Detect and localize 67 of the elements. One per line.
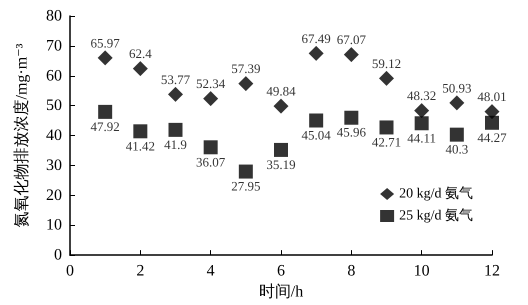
data-label: 40.3: [445, 142, 468, 157]
x-tick-label: 8: [347, 262, 356, 280]
y-tick-label: 50: [46, 97, 62, 114]
data-label: 45.04: [302, 127, 332, 142]
data-label: 59.12: [372, 56, 402, 71]
data-label: 48.32: [407, 88, 436, 104]
data-label: 62.4: [128, 46, 152, 62]
point: [309, 113, 324, 128]
y-tick-label: 40: [46, 127, 62, 144]
y-tick-label: 0: [54, 246, 62, 264]
data-label: 44.27: [477, 130, 508, 145]
point: [414, 103, 430, 118]
point: [168, 86, 183, 102]
data-label: 65.97: [90, 35, 120, 50]
point: [203, 91, 218, 106]
point: [414, 116, 429, 130]
point: [485, 116, 499, 130]
data-label: 52.34: [196, 76, 226, 92]
data-label: 53.77: [160, 72, 191, 87]
data-label: 27.95: [231, 178, 260, 194]
point: [450, 128, 464, 142]
y-tick-label: 20: [46, 186, 62, 204]
data-label: 57.39: [231, 61, 260, 76]
point: [344, 110, 358, 125]
data-label: 41.9: [164, 136, 187, 152]
point: [98, 50, 113, 66]
data-label: 36.07: [196, 154, 226, 170]
data-label: 50.93: [442, 80, 472, 96]
data-label: 42.71: [372, 134, 402, 150]
point: [308, 46, 324, 61]
y-axis-title: 氮氧化物排放浓度/mg·m⁻³: [12, 43, 30, 228]
point: [238, 76, 254, 92]
legend-label: 20 kg/d 氨气: [399, 186, 473, 202]
point: [274, 98, 288, 114]
data-label: 67.49: [302, 30, 331, 46]
x-tick-label: 12: [484, 262, 500, 280]
point: [380, 120, 394, 134]
x-axis-title: 时间/h: [258, 282, 304, 300]
y-tick-label: 10: [46, 216, 62, 234]
data-label: 44.11: [407, 130, 436, 146]
point: [344, 47, 359, 62]
data-label: 45.96: [336, 124, 366, 140]
data-label: 49.84: [266, 84, 296, 99]
point: [133, 124, 148, 138]
y-tick-label: 30: [46, 156, 62, 174]
legend-label: 25 kg/d 氨气: [399, 208, 473, 224]
x-tick-label: 4: [206, 262, 215, 280]
point: [449, 95, 464, 110]
point: [204, 140, 218, 154]
data-label: 67.07: [336, 32, 366, 48]
point: [379, 70, 394, 86]
data-label: 35.19: [266, 156, 296, 172]
point: [98, 104, 112, 119]
data-label: 41.42: [126, 138, 155, 154]
point: [168, 122, 182, 137]
x-tick-label: 0: [66, 262, 74, 280]
point: [274, 142, 288, 157]
point: [238, 164, 253, 179]
x-tick-label: 10: [414, 262, 430, 280]
y-tick-label: 60: [46, 67, 62, 84]
x-tick-label: 2: [136, 262, 144, 280]
data-label: 48.01: [477, 89, 507, 104]
y-tick-label: 70: [46, 37, 62, 54]
point: [132, 61, 148, 76]
y-tick-label: 80: [46, 8, 62, 24]
x-tick-label: 6: [277, 262, 285, 280]
data-label: 47.92: [90, 118, 120, 134]
